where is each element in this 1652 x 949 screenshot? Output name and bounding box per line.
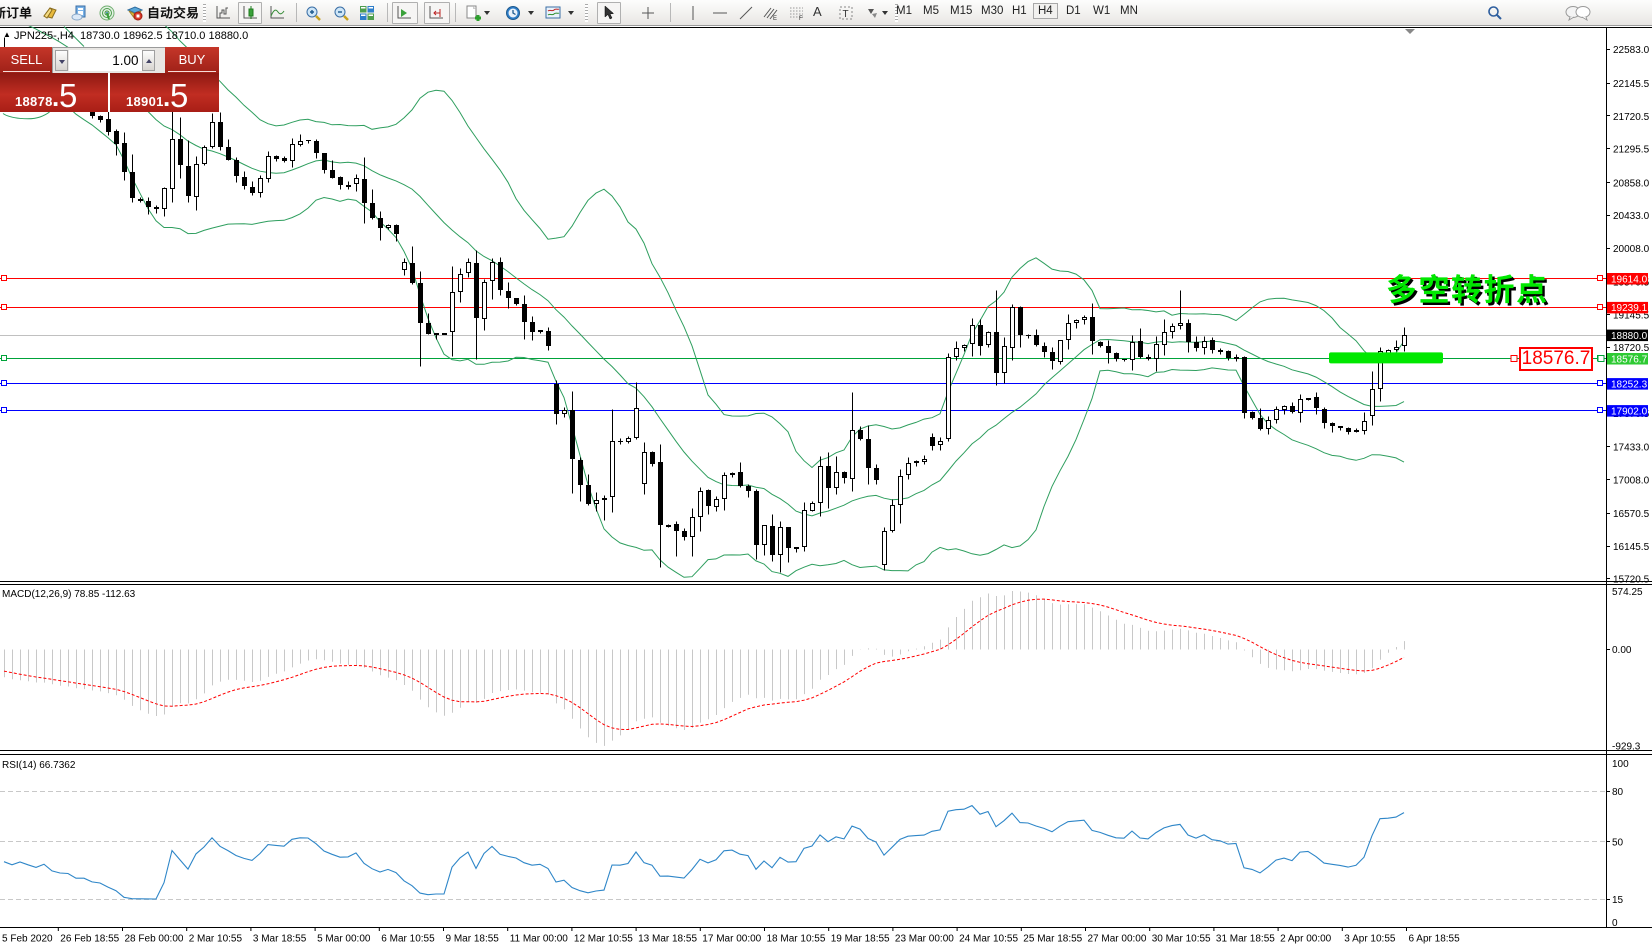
svg-text:17 Mar 00:00: 17 Mar 00:00: [702, 934, 761, 945]
svg-text:RSI(14) 66.7362: RSI(14) 66.7362: [2, 760, 76, 771]
svg-text:19614.0: 19614.0: [1611, 274, 1648, 285]
svg-text:3 Apr 10:55: 3 Apr 10:55: [1344, 934, 1396, 945]
svg-text:27 Mar 00:00: 27 Mar 00:00: [1088, 934, 1147, 945]
svg-text:18252.3: 18252.3: [1611, 379, 1648, 390]
svg-text:15: 15: [1612, 895, 1624, 906]
svg-text:25 Mar 18:55: 25 Mar 18:55: [1023, 934, 1082, 945]
svg-text:19 Mar 18:55: 19 Mar 18:55: [831, 934, 890, 945]
svg-text:2 Mar 10:55: 2 Mar 10:55: [189, 934, 243, 945]
svg-text:20858.0: 20858.0: [1613, 178, 1650, 189]
svg-text:9 Mar 18:55: 9 Mar 18:55: [446, 934, 500, 945]
svg-text:6 Mar 10:55: 6 Mar 10:55: [381, 934, 435, 945]
svg-text:17902.0: 17902.0: [1611, 406, 1648, 417]
svg-text:16145.5: 16145.5: [1613, 542, 1650, 553]
svg-text:20008.0: 20008.0: [1613, 244, 1650, 255]
svg-text:22145.5: 22145.5: [1613, 79, 1650, 90]
svg-text:19145.5: 19145.5: [1613, 310, 1650, 321]
svg-text:17008.0: 17008.0: [1613, 475, 1650, 486]
svg-text:80: 80: [1612, 787, 1624, 798]
svg-text:18 Mar 10:55: 18 Mar 10:55: [767, 934, 826, 945]
svg-text:F: F: [799, 16, 803, 21]
svg-text:24 Mar 10:55: 24 Mar 10:55: [959, 934, 1018, 945]
svg-text:0.00: 0.00: [1612, 645, 1632, 656]
svg-text:23 Mar 00:00: 23 Mar 00:00: [895, 934, 954, 945]
svg-text:MACD(12,26,9) 78.85 -112.63: MACD(12,26,9) 78.85 -112.63: [2, 589, 136, 600]
svg-text:5 Feb 2020: 5 Feb 2020: [2, 934, 53, 945]
svg-text:26 Feb 18:55: 26 Feb 18:55: [60, 934, 119, 945]
svg-text:3 Mar 18:55: 3 Mar 18:55: [253, 934, 307, 945]
svg-text:21720.5: 21720.5: [1613, 112, 1650, 123]
svg-text:30 Mar 10:55: 30 Mar 10:55: [1152, 934, 1211, 945]
svg-text:22583.0: 22583.0: [1613, 45, 1650, 56]
svg-text:15720.5: 15720.5: [1613, 575, 1650, 586]
svg-text:-929.3: -929.3: [1612, 742, 1641, 753]
svg-text:21295.5: 21295.5: [1613, 145, 1650, 156]
svg-text:20433.0: 20433.0: [1613, 211, 1650, 222]
svg-text:12 Mar 10:55: 12 Mar 10:55: [574, 934, 633, 945]
svg-text:18880.0: 18880.0: [1611, 331, 1648, 342]
svg-text:6 Apr 18:55: 6 Apr 18:55: [1409, 934, 1461, 945]
svg-text:E: E: [773, 16, 777, 21]
svg-text:0: 0: [1612, 918, 1618, 929]
svg-text:31 Mar 18:55: 31 Mar 18:55: [1216, 934, 1275, 945]
svg-text:11 Mar 00:00: 11 Mar 00:00: [510, 934, 569, 945]
svg-text:17433.0: 17433.0: [1613, 443, 1650, 454]
svg-text:13 Mar 18:55: 13 Mar 18:55: [638, 934, 697, 945]
svg-text:50: 50: [1612, 837, 1624, 848]
svg-text:16570.5: 16570.5: [1613, 509, 1650, 520]
svg-text:18720.5: 18720.5: [1613, 343, 1650, 354]
svg-text:19239.1: 19239.1: [1611, 303, 1648, 314]
svg-text:T: T: [843, 9, 849, 20]
svg-text:2 Apr 00:00: 2 Apr 00:00: [1280, 934, 1332, 945]
svg-text:28 Feb 00:00: 28 Feb 00:00: [125, 934, 184, 945]
svg-text:100: 100: [1612, 759, 1629, 770]
svg-text:5 Mar 00:00: 5 Mar 00:00: [317, 934, 371, 945]
svg-text:574.25: 574.25: [1612, 587, 1643, 598]
svg-text:18576.7: 18576.7: [1611, 354, 1648, 365]
